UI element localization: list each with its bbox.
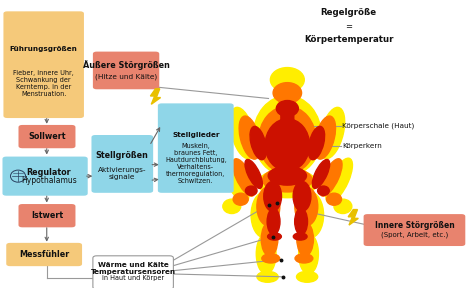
FancyBboxPatch shape bbox=[279, 95, 295, 109]
Ellipse shape bbox=[257, 187, 280, 226]
Ellipse shape bbox=[233, 193, 248, 205]
Ellipse shape bbox=[222, 158, 249, 203]
Ellipse shape bbox=[334, 199, 352, 214]
FancyBboxPatch shape bbox=[158, 103, 234, 193]
Text: Führungsgrößen: Führungsgrößen bbox=[10, 46, 78, 52]
Ellipse shape bbox=[257, 271, 278, 282]
Ellipse shape bbox=[312, 160, 329, 188]
FancyBboxPatch shape bbox=[364, 214, 465, 246]
Ellipse shape bbox=[297, 271, 318, 282]
Ellipse shape bbox=[276, 101, 298, 116]
FancyBboxPatch shape bbox=[281, 110, 294, 121]
FancyBboxPatch shape bbox=[2, 157, 88, 196]
Text: Regulator: Regulator bbox=[27, 168, 71, 177]
Text: Wärme und Kälte
Temperatursensoren: Wärme und Kälte Temperatursensoren bbox=[91, 262, 176, 275]
Text: Stellgrößen: Stellgrößen bbox=[96, 151, 149, 160]
Text: in Haut und Körper: in Haut und Körper bbox=[102, 275, 164, 281]
Ellipse shape bbox=[268, 166, 307, 185]
FancyBboxPatch shape bbox=[278, 82, 297, 99]
Ellipse shape bbox=[293, 233, 307, 240]
Ellipse shape bbox=[250, 126, 266, 160]
FancyBboxPatch shape bbox=[6, 243, 82, 266]
Ellipse shape bbox=[295, 254, 313, 263]
Polygon shape bbox=[348, 210, 358, 225]
Ellipse shape bbox=[327, 193, 341, 205]
Ellipse shape bbox=[246, 186, 257, 195]
Ellipse shape bbox=[295, 208, 308, 235]
Text: Körperkern: Körperkern bbox=[342, 143, 382, 149]
Ellipse shape bbox=[296, 192, 324, 238]
Text: Muskeln,
braunes Fett,
Hautdurchblutung,
Verhaltens-
thermoregulation,
Schwitzen: Muskeln, braunes Fett, Hautdurchblutung,… bbox=[165, 143, 227, 184]
Ellipse shape bbox=[299, 234, 319, 274]
Ellipse shape bbox=[270, 68, 304, 92]
Text: =: = bbox=[345, 22, 352, 31]
Ellipse shape bbox=[259, 106, 316, 174]
Ellipse shape bbox=[239, 116, 260, 159]
Ellipse shape bbox=[265, 119, 310, 171]
Ellipse shape bbox=[251, 192, 278, 238]
Ellipse shape bbox=[295, 187, 318, 226]
Text: Innere Störgrößen: Innere Störgrößen bbox=[374, 221, 454, 230]
Text: Hypothalamus: Hypothalamus bbox=[21, 176, 77, 185]
Ellipse shape bbox=[253, 96, 321, 176]
FancyBboxPatch shape bbox=[91, 135, 153, 193]
Ellipse shape bbox=[223, 199, 241, 214]
Text: Körpertemperatur: Körpertemperatur bbox=[304, 35, 393, 44]
Ellipse shape bbox=[326, 158, 353, 203]
Text: (Hitze und Kälte): (Hitze und Kälte) bbox=[95, 73, 157, 80]
Text: Fieber, innere Uhr,
Schwankung der
Kerntemp. in der
Menstruation.: Fieber, innere Uhr, Schwankung der Kernt… bbox=[13, 70, 74, 97]
Ellipse shape bbox=[297, 222, 313, 256]
Ellipse shape bbox=[233, 159, 255, 196]
Ellipse shape bbox=[273, 83, 301, 103]
Ellipse shape bbox=[319, 159, 342, 196]
Text: Regelgröße: Regelgröße bbox=[320, 8, 377, 17]
Ellipse shape bbox=[262, 254, 280, 263]
Ellipse shape bbox=[268, 233, 282, 240]
Ellipse shape bbox=[263, 168, 312, 192]
Text: Aktivierungs-
signale: Aktivierungs- signale bbox=[98, 167, 146, 180]
Text: Sollwert: Sollwert bbox=[28, 132, 66, 141]
Ellipse shape bbox=[319, 107, 345, 159]
Ellipse shape bbox=[314, 116, 336, 159]
Ellipse shape bbox=[308, 126, 325, 160]
FancyBboxPatch shape bbox=[18, 125, 75, 148]
Ellipse shape bbox=[318, 186, 329, 195]
Ellipse shape bbox=[230, 107, 255, 159]
Text: Messfühler: Messfühler bbox=[19, 250, 69, 259]
Ellipse shape bbox=[256, 234, 276, 274]
Ellipse shape bbox=[267, 208, 280, 235]
Text: Äußere Störgrößen: Äußere Störgrößen bbox=[82, 60, 170, 71]
Ellipse shape bbox=[293, 181, 311, 211]
Polygon shape bbox=[150, 89, 161, 104]
Text: Stellglieder: Stellglieder bbox=[172, 132, 219, 138]
Text: Istwert: Istwert bbox=[31, 211, 63, 220]
Ellipse shape bbox=[258, 169, 317, 198]
Ellipse shape bbox=[264, 181, 282, 211]
Text: Körperschale (Haut): Körperschale (Haut) bbox=[342, 123, 415, 129]
Ellipse shape bbox=[245, 160, 262, 188]
Ellipse shape bbox=[261, 222, 278, 256]
FancyBboxPatch shape bbox=[93, 256, 173, 289]
FancyBboxPatch shape bbox=[93, 52, 159, 89]
FancyBboxPatch shape bbox=[3, 11, 84, 118]
Text: (Sport, Arbeit, etc.): (Sport, Arbeit, etc.) bbox=[381, 232, 448, 238]
FancyBboxPatch shape bbox=[18, 204, 75, 227]
